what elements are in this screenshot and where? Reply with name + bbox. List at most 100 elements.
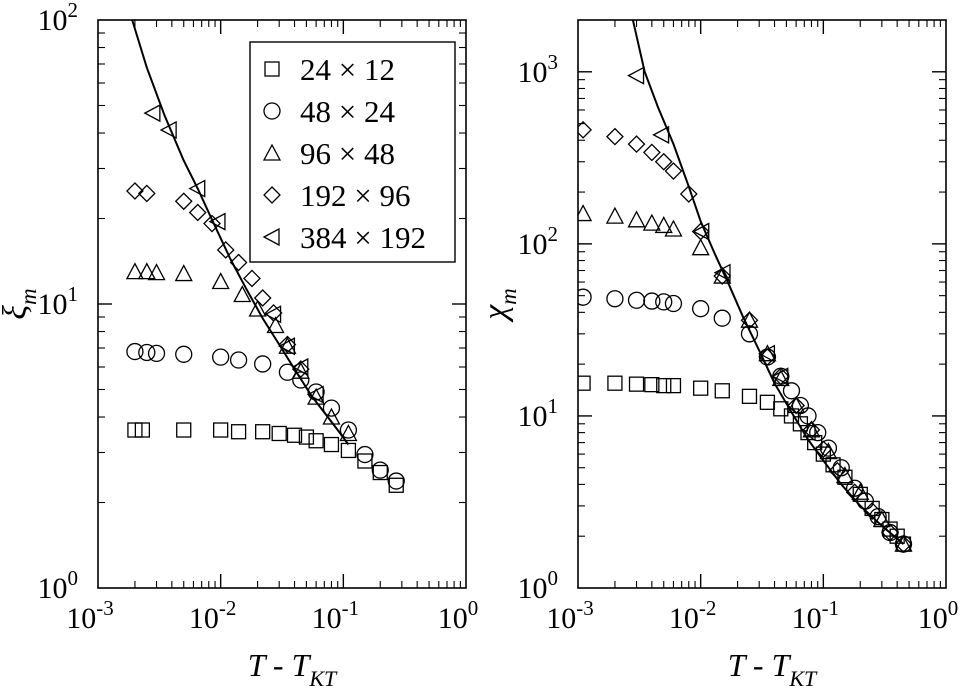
data-point-circle <box>212 348 230 366</box>
x-tick-label: 100 <box>918 596 959 635</box>
data-point-circle <box>356 445 374 464</box>
data-point-triangle-left <box>627 66 645 85</box>
data-point-triangle-up <box>654 216 673 234</box>
data-point-circle <box>387 472 405 490</box>
data-point-triangle-left <box>143 104 161 123</box>
data-point-square <box>578 375 591 391</box>
series-diamond <box>578 120 913 553</box>
data-point-circle <box>175 345 193 363</box>
data-point-square <box>298 429 315 445</box>
data-point-square <box>213 422 229 438</box>
data-point-diamond <box>894 535 913 553</box>
data-point-triangle-up <box>872 510 891 528</box>
data-point-triangle-up <box>642 213 661 231</box>
y-tick-label: 103 <box>518 50 559 89</box>
data-point-circle <box>138 343 156 362</box>
y-tick-label: 102 <box>38 0 79 37</box>
data-point-circle <box>809 423 827 442</box>
series-square <box>127 422 404 493</box>
legend-marker-circle <box>263 102 281 120</box>
data-point-square <box>372 464 388 481</box>
legend-label: 48 × 24 <box>300 94 395 129</box>
data-point-triangle-left <box>713 263 731 282</box>
data-point-square <box>255 424 271 440</box>
fit-curve <box>131 20 350 446</box>
data-point-circle <box>578 288 592 306</box>
legend-label: 24 × 12 <box>300 52 395 87</box>
data-point-circle <box>606 290 624 308</box>
data-point-circle <box>627 291 646 309</box>
data-point-triangle-up <box>894 534 913 552</box>
data-point-triangle-up <box>125 262 145 280</box>
data-point-diamond <box>229 253 248 272</box>
legend-marker-square <box>264 61 280 77</box>
data-point-triangle-up <box>664 219 683 237</box>
data-point-triangle-up <box>713 266 732 284</box>
data-point-diamond <box>174 192 193 211</box>
data-point-square <box>665 377 682 394</box>
data-point-triangle-up <box>740 310 759 328</box>
data-point-diamond <box>203 214 221 233</box>
data-point-square <box>644 376 660 393</box>
data-point-diamond <box>264 304 283 322</box>
data-point-triangle-up <box>787 396 806 414</box>
data-point-triangle-up <box>851 482 870 500</box>
data-point-square <box>286 427 303 443</box>
data-point-circle <box>799 407 817 425</box>
data-point-triangle-up <box>174 264 193 282</box>
data-point-diamond <box>691 222 710 241</box>
legend-box <box>249 41 456 263</box>
data-point-diamond <box>664 162 683 180</box>
data-point-diamond <box>881 523 899 542</box>
y-tick-label: 100 <box>38 566 79 605</box>
data-point-circle <box>322 399 341 417</box>
x-axis-label: T - TKT <box>248 647 338 686</box>
data-point-triangle-left <box>291 357 309 377</box>
data-point-diamond <box>679 185 698 203</box>
data-point-circle <box>147 344 166 363</box>
x-tick-label: 10-2 <box>189 596 237 635</box>
data-point-circle <box>692 300 710 318</box>
data-point-diamond <box>578 120 592 139</box>
data-point-square <box>176 422 192 438</box>
data-point-circle <box>664 294 683 313</box>
plot-area <box>578 20 913 553</box>
data-point-square <box>230 424 247 440</box>
y-axis-label: χm <box>477 288 521 323</box>
data-point-square <box>323 436 340 453</box>
data-point-triangle-up <box>291 361 310 379</box>
data-point-triangle-up <box>578 204 593 222</box>
data-point-square <box>388 477 404 493</box>
data-point-diamond <box>253 289 272 307</box>
data-point-triangle-left <box>188 179 206 198</box>
left-panel-xi-plot: 10-3 10-2 10-1 100 100 101 102 T - TKT ξm 24 × 12… <box>0 0 478 686</box>
legend-marker-triangle-up <box>262 143 282 161</box>
data-point-diamond <box>188 203 207 222</box>
data-point-square <box>852 486 868 503</box>
x-tick-label: 10-3 <box>546 596 594 635</box>
data-point-triangle-left <box>208 212 226 231</box>
fit-curve <box>631 20 905 545</box>
legend-marker-triangle-left <box>262 227 280 247</box>
legend: 24 × 12 48 × 24 96 × 48 192 × 96 384 × 192 <box>249 41 456 263</box>
data-point-diamond <box>278 335 297 354</box>
data-point-triangle-up <box>691 238 710 256</box>
x-tick-label: 100 <box>438 596 479 635</box>
data-point-triangle-left <box>278 337 296 356</box>
data-point-diamond <box>291 360 310 378</box>
y-tick-label: 101 <box>38 282 79 321</box>
data-point-square <box>340 442 357 459</box>
data-point-circle <box>307 383 325 401</box>
legend-label: 96 × 48 <box>300 136 395 171</box>
series-diamond <box>126 182 310 378</box>
legend-marker-diamond <box>263 186 281 204</box>
data-point-triangle-left <box>264 305 282 324</box>
data-point-diamond <box>771 367 790 386</box>
data-point-triangle-up <box>147 263 166 281</box>
data-point-circle <box>819 439 838 457</box>
data-point-square <box>308 433 324 449</box>
data-point-diamond <box>137 184 156 203</box>
data-point-square <box>628 376 645 392</box>
data-point-triangle-up <box>605 206 625 224</box>
data-point-triangle-left <box>692 222 710 241</box>
